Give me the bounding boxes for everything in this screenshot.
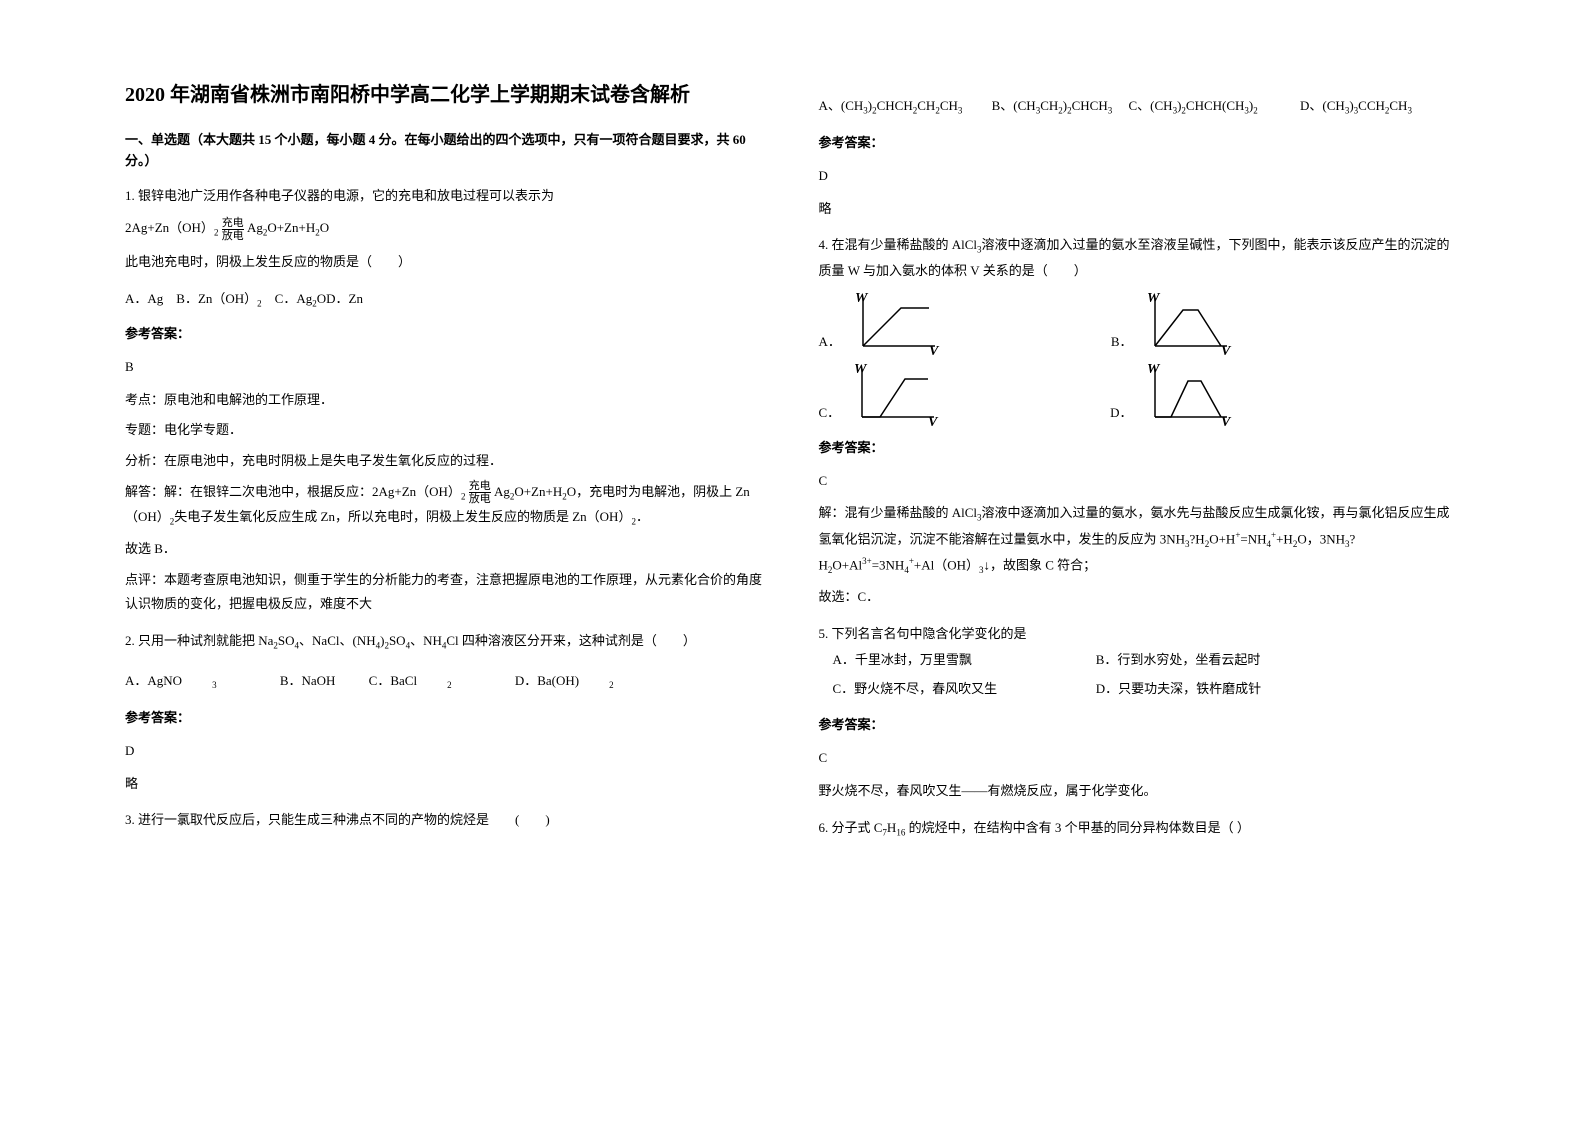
svg-text:V: V xyxy=(929,344,940,355)
question-3: 3. 进行一氯取代反应后，只能生成三种沸点不同的产物的烷烃是 ( ) xyxy=(125,808,769,833)
graph-c: W V xyxy=(850,361,940,426)
q1-zhuanti: 专题：电化学专题． xyxy=(125,418,769,443)
graph-d: W V xyxy=(1143,361,1233,426)
q3-brief: 略 xyxy=(819,197,1463,222)
q2-options: A．AgNO3 B．NaOH C．BaCl2 D．Ba(OH)2 xyxy=(125,667,769,696)
q4-answer: C xyxy=(819,469,1463,494)
reaction-arrows: 充电 放电 xyxy=(222,217,244,242)
q3-answer: D xyxy=(819,164,1463,189)
svg-text:V: V xyxy=(1221,415,1232,426)
graph-row-1: A． W V B． W V xyxy=(819,290,1463,355)
q1-jieda: 解答：解：在银锌二次电池中，根据反应：2Ag+Zn（OH）2 充电 放电 Ag2… xyxy=(125,480,769,531)
q2-stem: 2. 只用一种试剂就能把 Na2SO4、NaCl、(NH4)2SO4、NH4Cl… xyxy=(125,629,769,655)
q1-formula: 2Ag+Zn（OH）2 充电 放电 Ag2O+Zn+H2O xyxy=(125,216,769,242)
svg-text:V: V xyxy=(1221,344,1232,355)
q2-brief: 略 xyxy=(125,772,769,797)
q1-dianping: 点评：本题考查原电池知识，侧重于学生的分析能力的考查，注意把握原电池的工作原理，… xyxy=(125,568,769,617)
svg-text:W: W xyxy=(855,291,869,306)
q5-explain: 野火烧不尽，春风吹又生——有燃烧反应，属于化学变化。 xyxy=(819,779,1463,804)
q2-answer: D xyxy=(125,739,769,764)
q1-kaodian: 考点：原电池和电解池的工作原理． xyxy=(125,388,769,413)
question-6: 6. 分子式 C7H16 的烷烃中，在结构中含有 3 个甲基的同分异构体数目是（… xyxy=(819,816,1463,842)
answer-label: 参考答案： xyxy=(819,131,1463,156)
answer-label: 参考答案： xyxy=(819,436,1463,461)
q4-stem: 4. 在混有少量稀盐酸的 AlCl3溶液中逐滴加入过量的氨水至溶液呈碱性，下列图… xyxy=(819,233,1463,283)
question-2: 2. 只用一种试剂就能把 Na2SO4、NaCl、(NH4)2SO4、NH4Cl… xyxy=(125,629,769,796)
question-3-options: A、(CH3)2CHCH2CH2CH3 B、(CH3CH2)2CHCH3 C、(… xyxy=(819,92,1463,221)
answer-label: 参考答案： xyxy=(125,706,769,731)
q3-stem: 3. 进行一氯取代反应后，只能生成三种沸点不同的产物的烷烃是 ( ) xyxy=(125,808,769,833)
q1-answer: B xyxy=(125,355,769,380)
answer-label: 参考答案： xyxy=(125,322,769,347)
question-5: 5. 下列名言名句中隐含化学变化的是 A．千里冰封，万里雪飘 B．行到水穷处，坐… xyxy=(819,622,1463,804)
svg-text:W: W xyxy=(854,362,868,377)
graph-row-2: C． W V D． W V xyxy=(819,361,1463,426)
svg-text:V: V xyxy=(928,415,939,426)
q1-stem2: 此电池充电时，阴极上发生反应的物质是（ ） xyxy=(125,250,769,275)
q5-options: A．千里冰封，万里雪飘 B．行到水穷处，坐看云起时 C．野火烧不尽，春风吹又生 … xyxy=(819,646,1463,703)
svg-text:W: W xyxy=(1147,291,1161,306)
q1-fenxi: 分析：在原电池中，充电时阴极上是失电子发生氧化反应的过程． xyxy=(125,449,769,474)
graph-b: W V xyxy=(1143,290,1233,355)
svg-text:W: W xyxy=(1147,362,1161,377)
graph-a: W V xyxy=(851,290,941,355)
question-4: 4. 在混有少量稀盐酸的 AlCl3溶液中逐滴加入过量的氨水至溶液呈碱性，下列图… xyxy=(819,233,1463,609)
q1-guxuan: 故选 B． xyxy=(125,537,769,562)
q5-stem: 5. 下列名言名句中隐含化学变化的是 xyxy=(819,622,1463,647)
q4-jie: 解：混有少量稀盐酸的 AlCl3溶液中逐滴加入过量的氨水，氨水先与盐酸反应生成氯… xyxy=(819,501,1463,579)
section-header: 一、单选题（本大题共 15 个小题，每小题 4 分。在每小题给出的四个选项中，只… xyxy=(125,130,769,172)
q5-answer: C xyxy=(819,746,1463,771)
question-1: 1. 银锌电池广泛用作各种电子仪器的电源，它的充电和放电过程可以表示为 2Ag+… xyxy=(125,184,769,618)
q1-options: A．Ag B．Zn（OH）2 C．Ag2OD．Zn xyxy=(125,287,769,313)
q4-guxuan: 故选：C． xyxy=(819,585,1463,610)
q1-stem: 1. 银锌电池广泛用作各种电子仪器的电源，它的充电和放电过程可以表示为 xyxy=(125,184,769,209)
reaction-arrows: 充电 放电 xyxy=(469,480,491,505)
exam-title: 2020 年湖南省株洲市南阳桥中学高二化学上学期期末试卷含解析 xyxy=(125,80,769,110)
answer-label: 参考答案： xyxy=(819,713,1463,738)
